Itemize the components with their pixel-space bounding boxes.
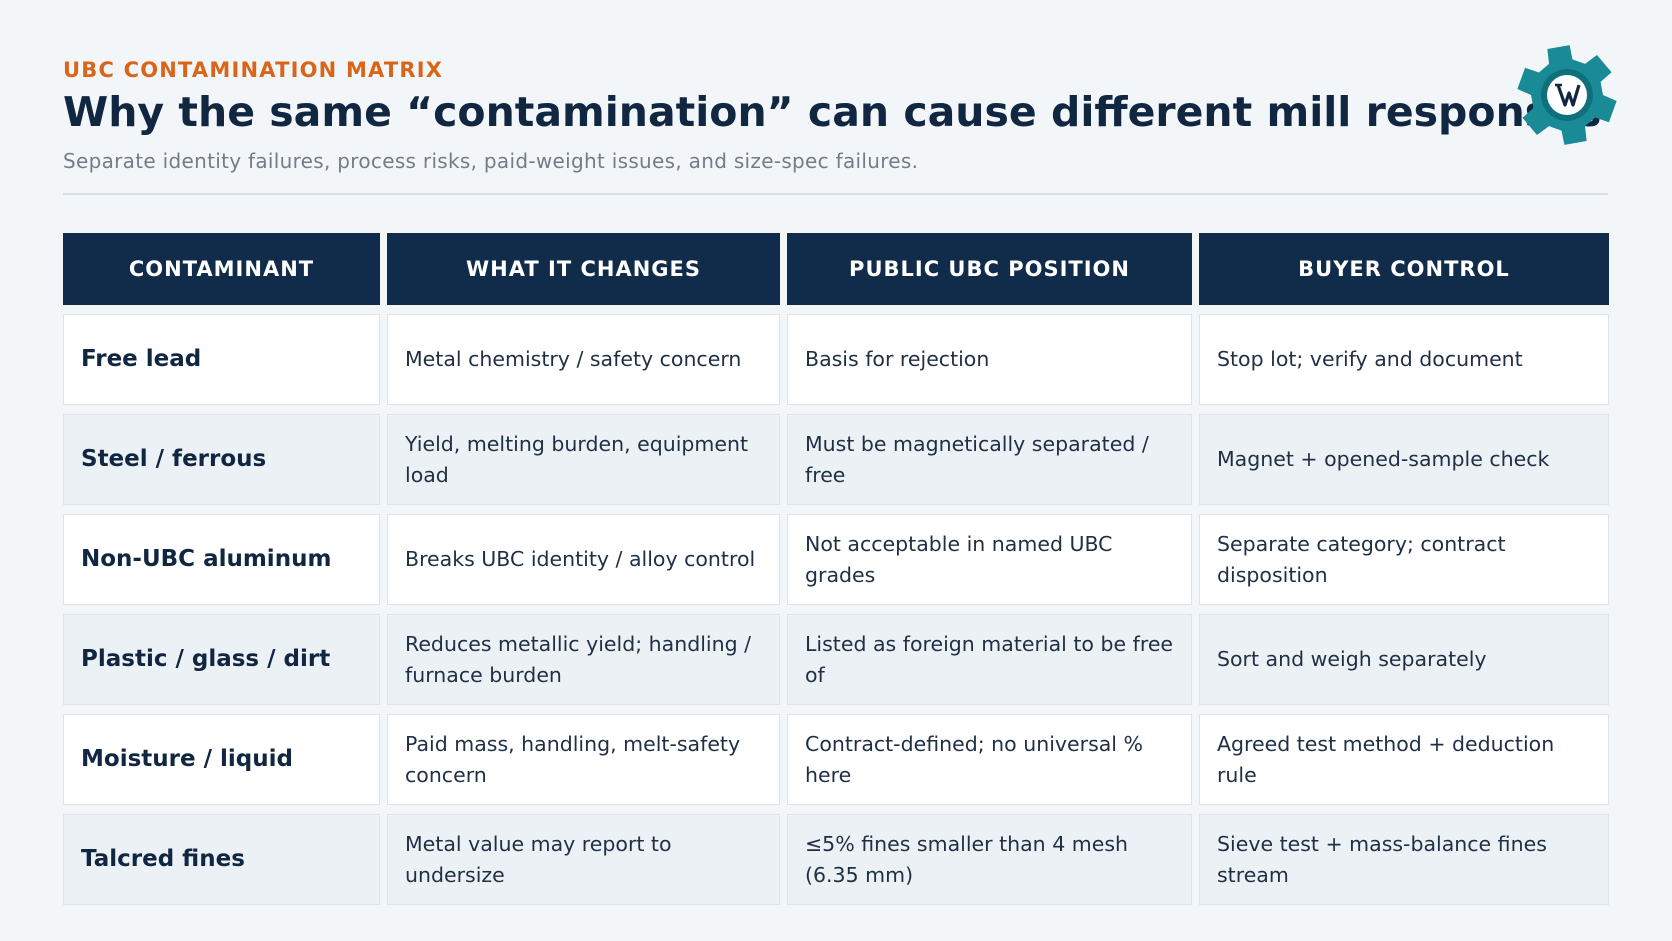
cell-what-it-changes: Metal chemistry / safety concern	[387, 314, 780, 405]
column-header-buyer-control: BUYER CONTROL	[1199, 233, 1609, 305]
cell-what-it-changes: Metal value may report to undersize	[387, 814, 780, 905]
cell-public-ubc-position: Must be magnetically separated / free	[787, 414, 1192, 505]
cell-contaminant: Talcred fines	[63, 814, 380, 905]
cell-public-ubc-position: Contract-defined; no universal % here	[787, 714, 1192, 805]
cell-contaminant: Moisture / liquid	[63, 714, 380, 805]
column-header-contaminant: CONTAMINANT	[63, 233, 380, 305]
cell-what-it-changes: Yield, melting burden, equipment load	[387, 414, 780, 505]
page-title: Why the same “contamination” can cause d…	[63, 88, 1602, 136]
cell-contaminant: Steel / ferrous	[63, 414, 380, 505]
cell-public-ubc-position: Listed as foreign material to be free of	[787, 614, 1192, 705]
cell-what-it-changes: Reduces metallic yield; handling / furna…	[387, 614, 780, 705]
cell-buyer-control: Agreed test method + deduction rule	[1199, 714, 1609, 805]
gear-shield-logo-icon	[1515, 44, 1619, 146]
column-header-public-ubc-position: PUBLIC UBC POSITION	[787, 233, 1192, 305]
cell-buyer-control: Sort and weigh separately	[1199, 614, 1609, 705]
contamination-matrix-table: CONTAMINANT WHAT IT CHANGES PUBLIC UBC P…	[63, 233, 1609, 905]
column-header-what-it-changes: WHAT IT CHANGES	[387, 233, 780, 305]
cell-what-it-changes: Breaks UBC identity / alloy control	[387, 514, 780, 605]
cell-contaminant: Free lead	[63, 314, 380, 405]
cell-public-ubc-position: Basis for rejection	[787, 314, 1192, 405]
cell-public-ubc-position: ≤5% fines smaller than 4 mesh (6.35 mm)	[787, 814, 1192, 905]
eyebrow-label: UBC CONTAMINATION MATRIX	[63, 58, 444, 82]
cell-contaminant: Non-UBC aluminum	[63, 514, 380, 605]
cell-buyer-control: Sieve test + mass-balance fines stream	[1199, 814, 1609, 905]
header-divider	[63, 193, 1608, 195]
page-subtitle: Separate identity failures, process risk…	[63, 149, 919, 173]
cell-buyer-control: Separate category; contract disposition	[1199, 514, 1609, 605]
cell-public-ubc-position: Not acceptable in named UBC grades	[787, 514, 1192, 605]
cell-what-it-changes: Paid mass, handling, melt-safety concern	[387, 714, 780, 805]
cell-buyer-control: Stop lot; verify and document	[1199, 314, 1609, 405]
cell-contaminant: Plastic / glass / dirt	[63, 614, 380, 705]
cell-buyer-control: Magnet + opened-sample check	[1199, 414, 1609, 505]
